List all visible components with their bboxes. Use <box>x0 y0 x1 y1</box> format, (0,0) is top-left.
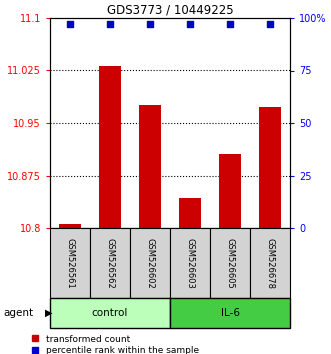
Bar <box>210 228 250 298</box>
Text: GSM526603: GSM526603 <box>185 238 195 289</box>
Point <box>67 22 72 27</box>
Bar <box>50 228 90 298</box>
Text: GSM526602: GSM526602 <box>146 238 155 289</box>
Bar <box>130 228 170 298</box>
Bar <box>90 228 130 298</box>
Text: agent: agent <box>3 308 33 318</box>
Bar <box>219 154 241 228</box>
Point <box>107 22 113 27</box>
Point <box>147 22 153 27</box>
Text: ▶: ▶ <box>45 308 52 318</box>
Bar <box>170 228 210 298</box>
Bar <box>59 224 81 228</box>
Bar <box>250 228 290 298</box>
Text: IL-6: IL-6 <box>220 308 240 318</box>
Text: GSM526605: GSM526605 <box>225 238 234 289</box>
Bar <box>170 298 290 328</box>
Point <box>227 22 233 27</box>
Bar <box>139 105 161 228</box>
Text: GSM526561: GSM526561 <box>66 238 74 289</box>
Text: GSM526678: GSM526678 <box>265 238 274 289</box>
Legend: transformed count, percentile rank within the sample: transformed count, percentile rank withi… <box>30 335 199 354</box>
Text: control: control <box>92 308 128 318</box>
Bar <box>259 107 281 228</box>
Bar <box>179 198 201 228</box>
Point <box>187 22 193 27</box>
Bar <box>50 298 170 328</box>
Title: GDS3773 / 10449225: GDS3773 / 10449225 <box>107 4 233 17</box>
Text: GSM526562: GSM526562 <box>106 238 115 289</box>
Bar <box>99 65 121 228</box>
Point <box>267 22 273 27</box>
